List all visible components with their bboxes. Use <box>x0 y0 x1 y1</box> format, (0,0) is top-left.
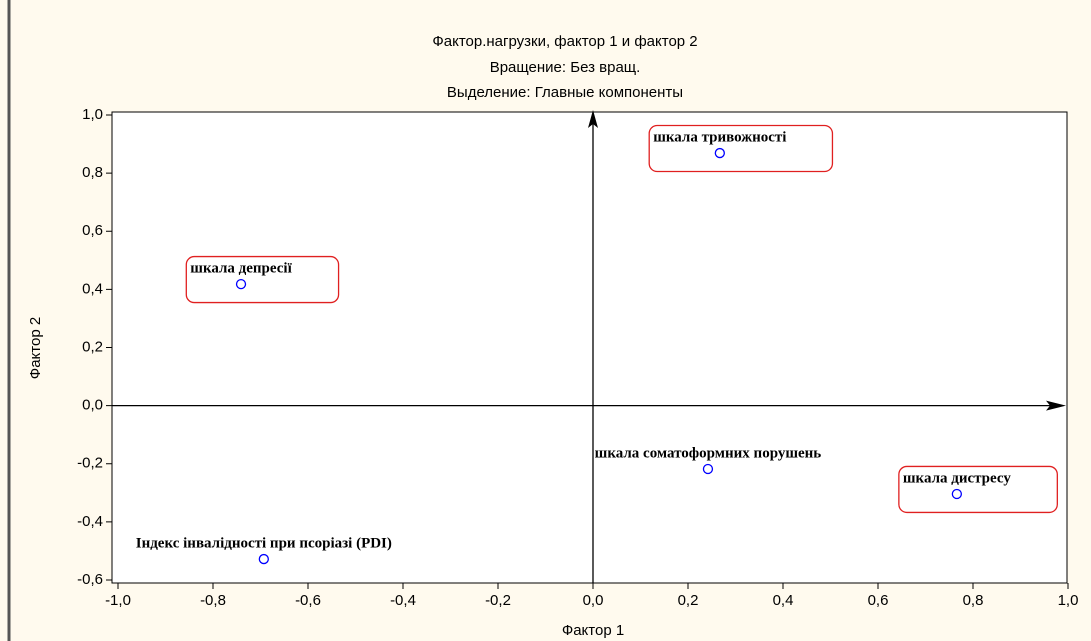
data-point <box>235 278 247 290</box>
point-label: шкала тривожності <box>653 130 786 146</box>
x-axis-label: Фактор 1 <box>562 622 624 639</box>
y-tick-label: -0,6 <box>77 571 103 588</box>
point-label: Індекс інвалідності при псоріазі (PDI) <box>136 536 392 552</box>
y-tick-label: 0,4 <box>82 280 103 297</box>
point-label: шкала дистресу <box>903 470 1011 486</box>
x-axis-arrow <box>1046 400 1066 411</box>
x-tick-label: -0,4 <box>390 592 416 609</box>
point-label: шкала соматоформних порушень <box>595 445 822 461</box>
x-tick-label: 0,4 <box>773 592 794 609</box>
point-label: шкала депресії <box>190 261 292 277</box>
highlight-box <box>898 465 1058 514</box>
x-tick-label: -0,8 <box>200 592 226 609</box>
data-point <box>714 147 725 159</box>
y-tick-label: 1,0 <box>82 106 103 123</box>
x-tick-label: 0,2 <box>678 592 699 609</box>
x-tick-label: 0,0 <box>583 592 604 609</box>
y-tick-label: 0,6 <box>82 222 103 239</box>
data-point <box>951 488 962 500</box>
data-point <box>702 463 714 475</box>
y-tick-label: 0,2 <box>82 338 103 355</box>
x-tick-label: -0,6 <box>295 592 321 609</box>
y-axis-arrow <box>588 110 598 128</box>
y-tick-label: 0,8 <box>82 164 103 181</box>
highlight-box <box>648 124 834 173</box>
chart-subtitle: Выделение: Главные компоненты <box>447 84 683 101</box>
y-tick-label: 0,0 <box>82 397 103 414</box>
x-tick-label: 0,8 <box>963 592 984 609</box>
y-axis-label: Фактор 2 <box>27 317 44 379</box>
y-tick-label: -0,2 <box>77 455 103 472</box>
chart-title: Фактор.нагрузки, фактор 1 и фактор 2 <box>432 33 697 50</box>
y-tick-label: -0,4 <box>77 513 103 530</box>
x-tick-label: -1,0 <box>105 592 131 609</box>
x-tick-label: 0,6 <box>868 592 889 609</box>
plot-area <box>111 111 1068 584</box>
chart-subtitle: Вращение: Без вращ. <box>490 59 641 76</box>
data-point <box>258 553 269 565</box>
highlight-box <box>185 255 340 304</box>
x-tick-label: -0,2 <box>485 592 511 609</box>
x-tick-label: 1,0 <box>1058 592 1079 609</box>
